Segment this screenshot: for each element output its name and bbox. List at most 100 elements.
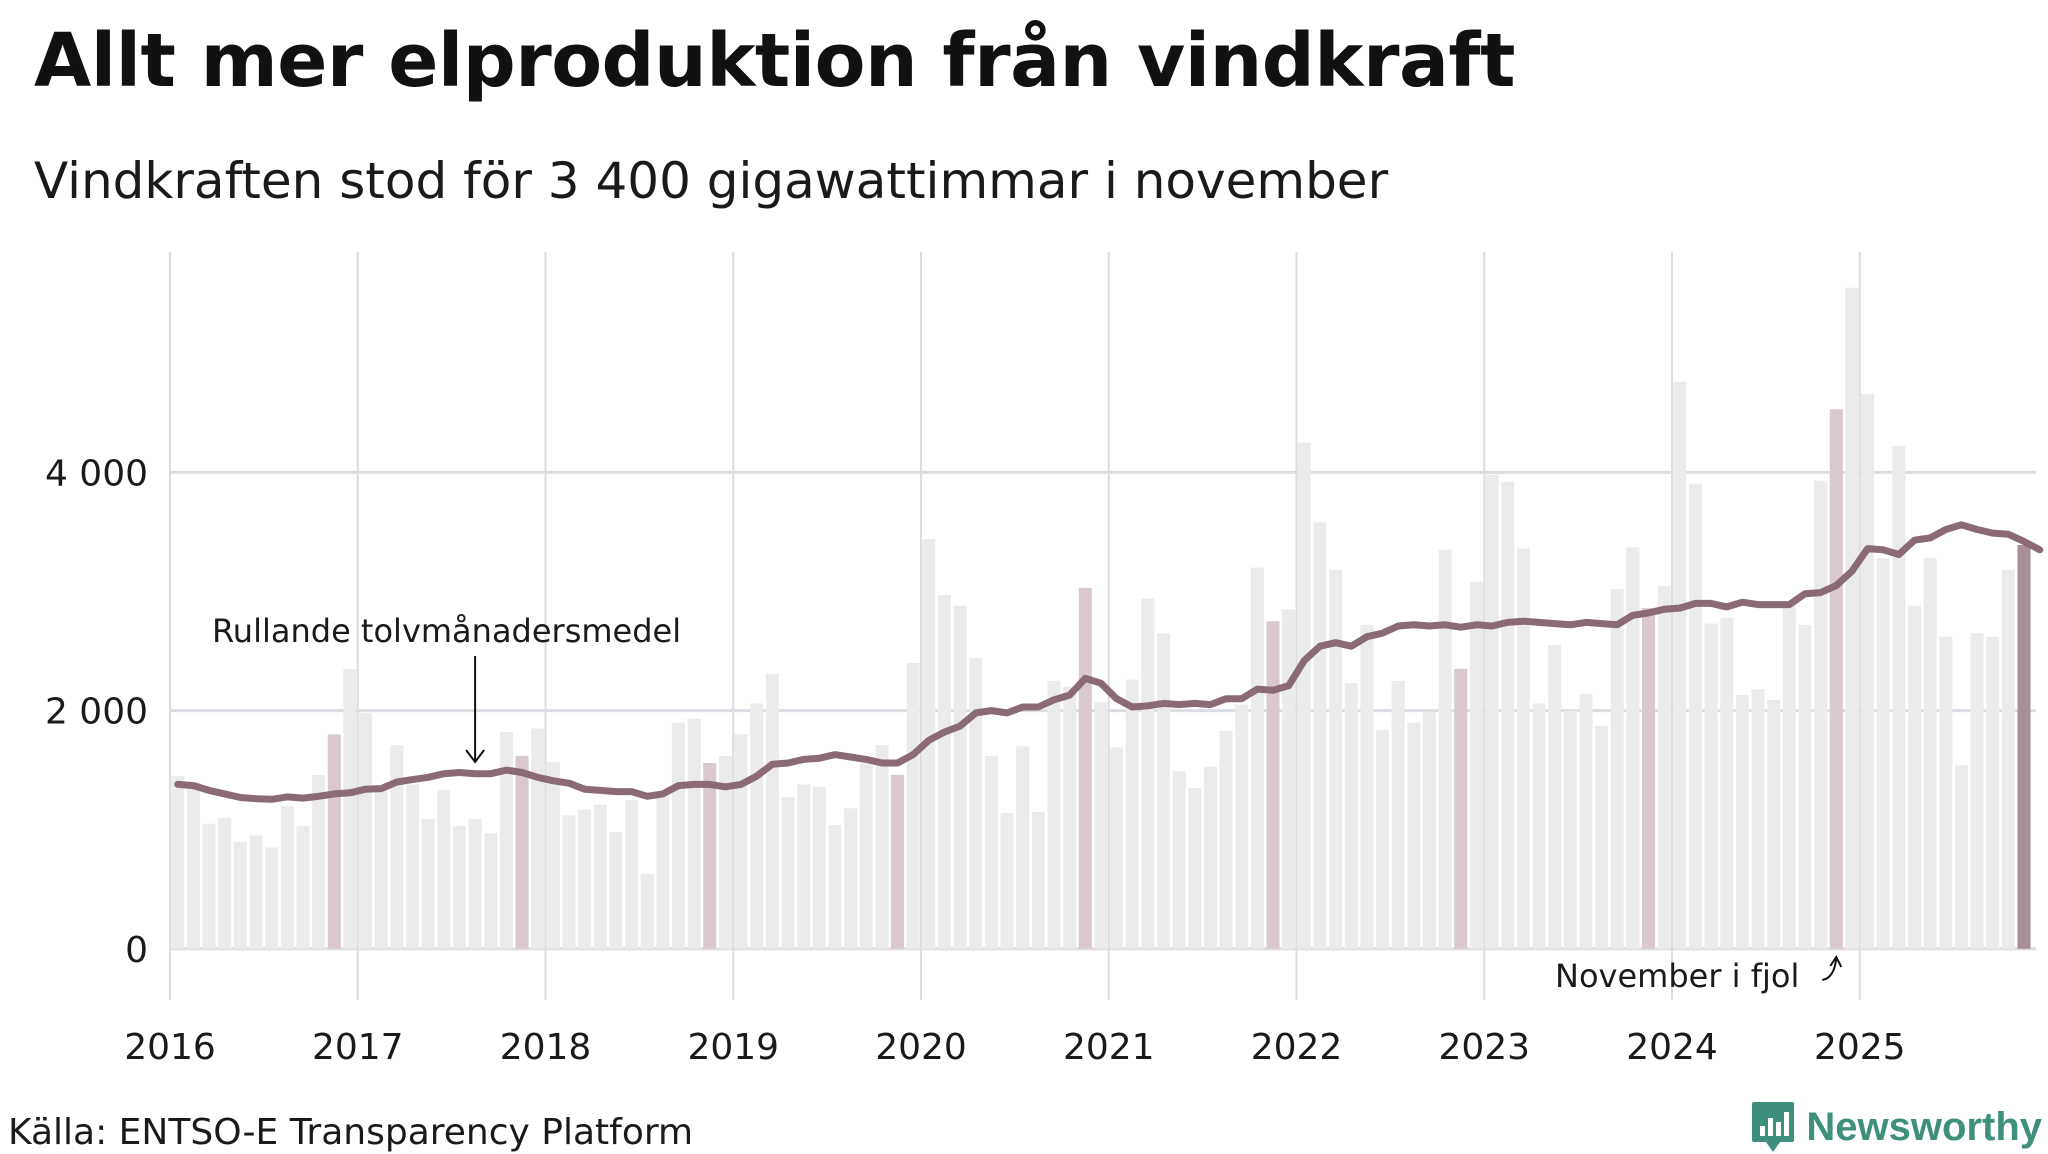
bar: [249, 835, 263, 949]
bar: [1876, 558, 1890, 949]
bar: [593, 804, 607, 949]
bar: [828, 824, 842, 949]
bar: [1485, 474, 1499, 949]
bar: [1203, 766, 1217, 949]
bar: [484, 833, 498, 949]
bar: [421, 818, 435, 949]
bar: [844, 808, 858, 949]
bar: [468, 818, 482, 949]
bar: [1845, 287, 1859, 949]
x-tick-label: 2024: [1626, 1027, 1718, 1068]
bar: [1469, 581, 1483, 949]
annotation-november-last-year: November i fjol: [1555, 957, 1799, 995]
x-tick-label: 2020: [875, 1027, 967, 1068]
bar: [1579, 693, 1593, 949]
bar: [265, 847, 279, 949]
bar: [1282, 609, 1296, 949]
bar: [1861, 393, 1875, 949]
bar: [1063, 686, 1077, 949]
bar: [578, 809, 592, 949]
source-note: Källa: ENTSO-E Transparency Platform: [8, 1112, 694, 1153]
bar: [1172, 771, 1186, 949]
bar: [1642, 608, 1656, 949]
brand-name: Newsworthy: [1806, 1104, 2042, 1149]
annotation-arrowhead: [465, 749, 485, 764]
bar: [390, 745, 404, 949]
bar: [765, 673, 779, 949]
bar: [1814, 480, 1828, 949]
bar: [1532, 703, 1546, 949]
x-tick-label: 2025: [1814, 1027, 1906, 1068]
bar: [781, 797, 795, 949]
bar: [1610, 589, 1624, 949]
bar: [1110, 747, 1124, 949]
bar: [1548, 645, 1562, 949]
bar: [1188, 787, 1202, 949]
bar: [640, 873, 654, 949]
bar: [531, 728, 545, 949]
annotation-arrow: [1822, 957, 1838, 981]
x-tick-label: 2016: [124, 1027, 216, 1068]
bar: [1735, 695, 1749, 949]
bar: [1047, 680, 1061, 949]
bar: [1376, 729, 1390, 949]
bar: [656, 795, 670, 949]
bar: [1078, 587, 1092, 949]
bar: [1595, 726, 1609, 949]
bar: [1782, 603, 1796, 949]
bar: [1892, 446, 1906, 949]
bar: [671, 722, 686, 949]
chart-subtitle: Vindkraften stod för 3 400 gigawattimmar…: [34, 152, 1389, 210]
bar: [1767, 699, 1781, 949]
annotation-arrowhead: [1829, 955, 1843, 968]
bar: [1657, 585, 1671, 949]
bar: [953, 605, 967, 949]
bar: [562, 815, 576, 949]
newsworthy-logo-icon: [1752, 1102, 1795, 1152]
bar: [1125, 679, 1139, 949]
chart-title: Allt mer elproduktion från vindkraft: [34, 18, 1515, 104]
bar: [1516, 548, 1530, 949]
bar: [312, 774, 326, 949]
bar: [718, 755, 732, 949]
bar: [1970, 633, 1984, 949]
bar: [625, 799, 639, 949]
bar: [906, 662, 920, 949]
bar: [1391, 680, 1405, 949]
bar: [1219, 730, 1233, 949]
bar: [1923, 558, 1937, 949]
bar: [202, 823, 216, 949]
bar: [515, 755, 529, 949]
bar: [1829, 409, 1843, 949]
bar: [1031, 811, 1045, 949]
bar: [405, 784, 420, 949]
bar: [984, 755, 998, 949]
bar: [703, 762, 717, 949]
bar: [859, 762, 873, 949]
bar: [1297, 442, 1311, 949]
y-tick-label: 4 000: [45, 453, 148, 494]
bar: [1250, 567, 1264, 949]
bar: [1454, 668, 1468, 949]
rolling-average-line: [174, 521, 2044, 803]
x-tick-label: 2019: [687, 1027, 779, 1068]
bar: [1501, 481, 1515, 949]
x-tick-label: 2022: [1251, 1027, 1343, 1068]
bar: [1407, 722, 1421, 949]
bar: [171, 776, 185, 949]
bar: [1626, 547, 1640, 949]
bar: [1329, 570, 1343, 949]
bar: [218, 817, 232, 949]
bar: [1954, 765, 1968, 949]
bar: [937, 595, 951, 949]
bar: [750, 703, 764, 949]
y-tick-label: 2 000: [45, 692, 148, 733]
bar: [327, 734, 341, 949]
bar: [1939, 636, 1953, 949]
bar: [1673, 381, 1687, 949]
bar: [1235, 704, 1249, 949]
bar: [233, 841, 247, 949]
bar: [374, 787, 388, 949]
brand: Newsworthy: [1750, 1100, 2042, 1154]
bar: [1156, 633, 1171, 949]
